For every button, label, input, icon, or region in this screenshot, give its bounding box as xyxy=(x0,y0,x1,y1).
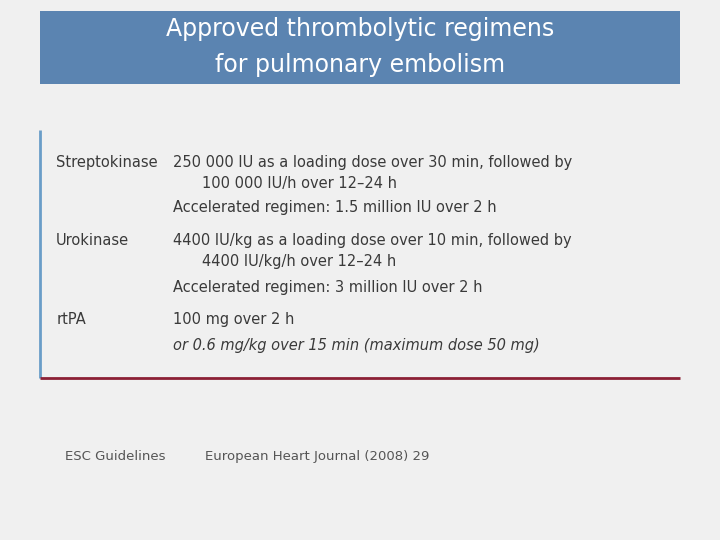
Text: 250 000 IU as a loading dose over 30 min, followed by: 250 000 IU as a loading dose over 30 min… xyxy=(173,154,572,170)
Text: 100 000 IU/h over 12–24 h: 100 000 IU/h over 12–24 h xyxy=(202,176,397,191)
Text: 4400 IU/kg/h over 12–24 h: 4400 IU/kg/h over 12–24 h xyxy=(202,254,396,269)
Text: or 0.6 mg/kg over 15 min (maximum dose 50 mg): or 0.6 mg/kg over 15 min (maximum dose 5… xyxy=(173,338,539,353)
Text: European Heart Journal (2008) 29: European Heart Journal (2008) 29 xyxy=(205,450,430,463)
FancyBboxPatch shape xyxy=(40,11,680,84)
Text: Urokinase: Urokinase xyxy=(56,233,130,248)
Text: for pulmonary embolism: for pulmonary embolism xyxy=(215,53,505,77)
Text: rtPA: rtPA xyxy=(56,312,86,327)
Text: Accelerated regimen: 1.5 million IU over 2 h: Accelerated regimen: 1.5 million IU over… xyxy=(173,200,496,215)
Text: Approved thrombolytic regimens: Approved thrombolytic regimens xyxy=(166,17,554,42)
Text: Accelerated regimen: 3 million IU over 2 h: Accelerated regimen: 3 million IU over 2… xyxy=(173,280,482,295)
Text: 100 mg over 2 h: 100 mg over 2 h xyxy=(173,312,294,327)
Text: ESC Guidelines: ESC Guidelines xyxy=(65,450,166,463)
Text: Streptokinase: Streptokinase xyxy=(56,154,158,170)
Text: 4400 IU/kg as a loading dose over 10 min, followed by: 4400 IU/kg as a loading dose over 10 min… xyxy=(173,233,572,248)
